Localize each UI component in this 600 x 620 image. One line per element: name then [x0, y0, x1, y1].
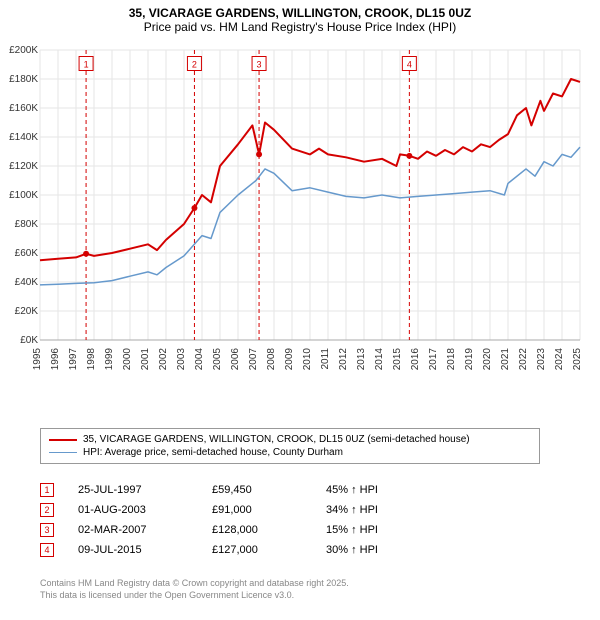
svg-text:£40K: £40K — [15, 277, 39, 288]
marker-date: 09-JUL-2015 — [78, 544, 188, 556]
price-chart: 1234 £0K£20K£40K£60K£80K£100K£120K£140K£… — [40, 50, 580, 380]
legend-label: 35, VICARAGE GARDENS, WILLINGTON, CROOK,… — [83, 434, 470, 445]
svg-text:1998: 1998 — [86, 348, 97, 371]
svg-text:2011: 2011 — [320, 348, 331, 370]
svg-text:2009: 2009 — [284, 348, 295, 371]
svg-text:2013: 2013 — [356, 348, 367, 371]
chart-title-address: 35, VICARAGE GARDENS, WILLINGTON, CROOK,… — [0, 6, 600, 20]
svg-text:4: 4 — [407, 60, 412, 70]
svg-text:2001: 2001 — [140, 348, 151, 371]
svg-text:2007: 2007 — [248, 348, 259, 371]
marker-date: 25-JUL-1997 — [78, 484, 188, 496]
svg-text:£120K: £120K — [9, 161, 38, 172]
legend-swatch — [49, 439, 77, 441]
svg-text:£80K: £80K — [15, 219, 39, 230]
svg-text:2016: 2016 — [410, 348, 421, 371]
svg-text:2005: 2005 — [212, 348, 223, 371]
svg-text:2006: 2006 — [230, 348, 241, 371]
marker-date: 02-MAR-2007 — [78, 524, 188, 536]
svg-text:2: 2 — [192, 60, 197, 70]
table-row: 1 25-JUL-1997 £59,450 45% ↑ HPI — [40, 480, 560, 500]
svg-text:1999: 1999 — [104, 348, 115, 371]
table-row: 3 02-MAR-2007 £128,000 15% ↑ HPI — [40, 520, 560, 540]
svg-text:2017: 2017 — [428, 348, 439, 371]
marker-hpi: 15% ↑ HPI — [326, 524, 426, 536]
svg-text:1996: 1996 — [50, 348, 61, 371]
svg-text:2015: 2015 — [392, 348, 403, 371]
marker-price: £59,450 — [212, 484, 302, 496]
footer-line1: Contains HM Land Registry data © Crown c… — [40, 578, 349, 590]
marker-badge: 3 — [40, 523, 54, 537]
svg-text:2024: 2024 — [554, 348, 565, 371]
svg-text:2025: 2025 — [572, 348, 583, 371]
svg-text:2003: 2003 — [176, 348, 187, 371]
marker-price: £128,000 — [212, 524, 302, 536]
svg-text:£180K: £180K — [9, 74, 38, 85]
marker-badge: 1 — [40, 483, 54, 497]
legend-label: HPI: Average price, semi-detached house,… — [83, 447, 343, 458]
marker-hpi: 45% ↑ HPI — [326, 484, 426, 496]
svg-text:2000: 2000 — [122, 348, 133, 371]
svg-text:£20K: £20K — [15, 306, 39, 317]
chart-title-subtitle: Price paid vs. HM Land Registry's House … — [0, 20, 600, 34]
svg-text:2022: 2022 — [518, 348, 529, 371]
page-container: 35, VICARAGE GARDENS, WILLINGTON, CROOK,… — [0, 0, 600, 620]
svg-text:2004: 2004 — [194, 348, 205, 371]
marker-badge: 4 — [40, 543, 54, 557]
marker-price: £91,000 — [212, 504, 302, 516]
marker-table: 1 25-JUL-1997 £59,450 45% ↑ HPI 2 01-AUG… — [40, 480, 560, 560]
svg-text:2018: 2018 — [446, 348, 457, 371]
footer-attribution: Contains HM Land Registry data © Crown c… — [40, 578, 349, 601]
svg-text:2012: 2012 — [338, 348, 349, 371]
marker-hpi: 34% ↑ HPI — [326, 504, 426, 516]
svg-text:2010: 2010 — [302, 348, 313, 371]
chart-legend: 35, VICARAGE GARDENS, WILLINGTON, CROOK,… — [40, 428, 540, 464]
svg-text:£60K: £60K — [15, 248, 39, 259]
svg-text:£160K: £160K — [9, 103, 38, 114]
table-row: 2 01-AUG-2003 £91,000 34% ↑ HPI — [40, 500, 560, 520]
svg-text:£200K: £200K — [9, 45, 38, 56]
svg-text:2002: 2002 — [158, 348, 169, 371]
svg-text:£100K: £100K — [9, 190, 38, 201]
svg-text:£140K: £140K — [9, 132, 38, 143]
table-row: 4 09-JUL-2015 £127,000 30% ↑ HPI — [40, 540, 560, 560]
svg-text:2019: 2019 — [464, 348, 475, 371]
svg-text:2014: 2014 — [374, 348, 385, 371]
svg-text:2021: 2021 — [500, 348, 511, 371]
svg-text:1: 1 — [84, 60, 89, 70]
svg-text:£0K: £0K — [20, 335, 38, 346]
marker-date: 01-AUG-2003 — [78, 504, 188, 516]
marker-hpi: 30% ↑ HPI — [326, 544, 426, 556]
svg-text:2023: 2023 — [536, 348, 547, 371]
svg-text:1995: 1995 — [32, 348, 43, 371]
svg-text:2008: 2008 — [266, 348, 277, 371]
legend-swatch — [49, 452, 77, 453]
marker-badge: 2 — [40, 503, 54, 517]
marker-price: £127,000 — [212, 544, 302, 556]
svg-text:2020: 2020 — [482, 348, 493, 371]
svg-text:1997: 1997 — [68, 348, 79, 371]
chart-title-block: 35, VICARAGE GARDENS, WILLINGTON, CROOK,… — [0, 0, 600, 36]
svg-text:3: 3 — [257, 60, 262, 70]
legend-item: 35, VICARAGE GARDENS, WILLINGTON, CROOK,… — [49, 433, 531, 446]
legend-item: HPI: Average price, semi-detached house,… — [49, 446, 531, 459]
footer-line2: This data is licensed under the Open Gov… — [40, 590, 349, 602]
